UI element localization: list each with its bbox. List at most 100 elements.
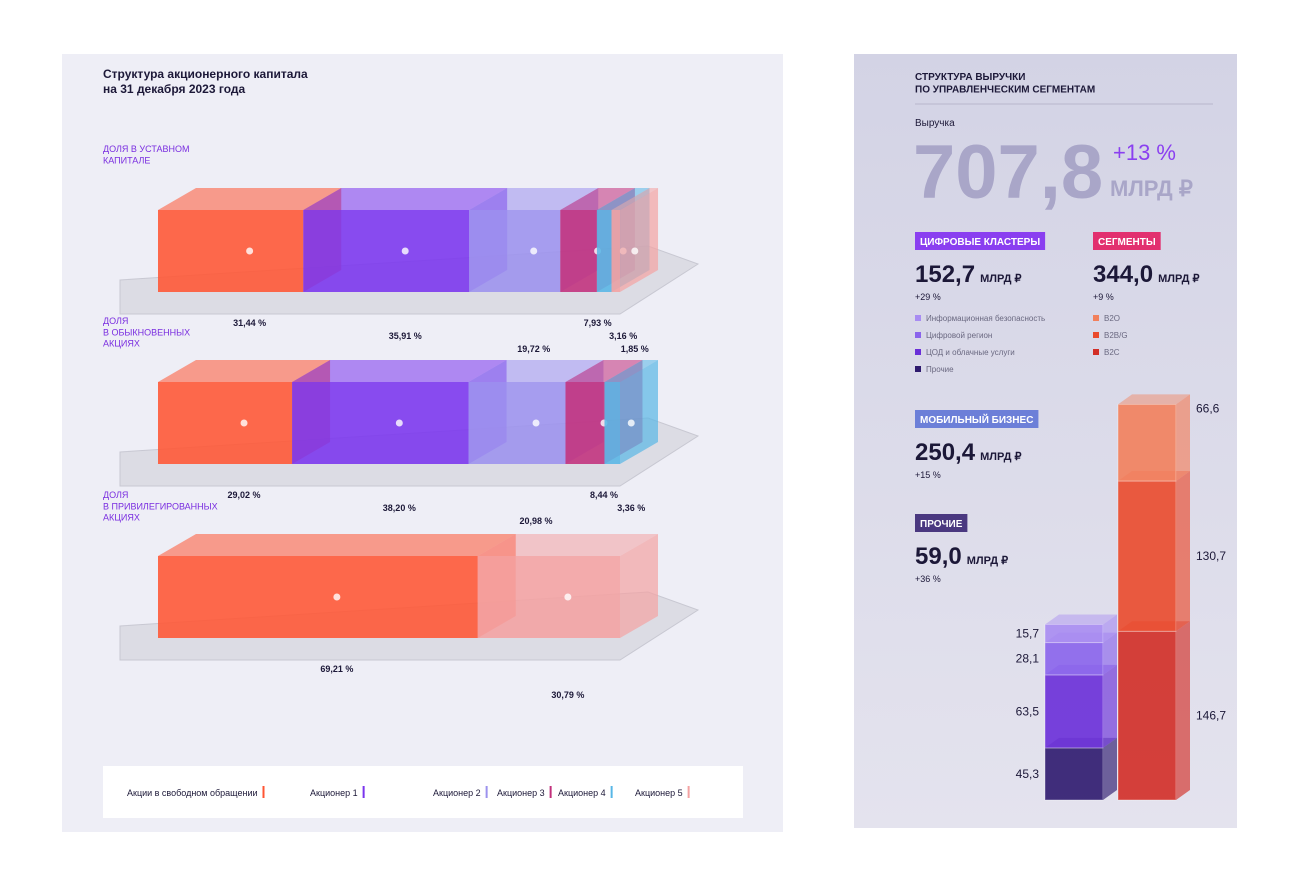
value-label: 8,44 % <box>590 490 618 500</box>
value-label: 66,6 <box>1196 401 1220 415</box>
panel-unit: МЛРД ₽ <box>967 555 1008 567</box>
segment-top <box>468 360 604 382</box>
segment-dot <box>395 419 403 427</box>
legend-label: Акционер 5 <box>635 788 683 798</box>
legend-swatch <box>915 332 921 338</box>
segment-side <box>1103 632 1117 675</box>
segment-front <box>292 382 469 464</box>
legend-swatch <box>1093 315 1099 321</box>
category-label: ДОЛЯ В ОБЫКНОВЕННЫХ АКЦИЯХ <box>103 316 190 349</box>
legend-label: Акционер 3 <box>497 788 545 798</box>
badge <box>1093 232 1161 250</box>
column-segment <box>1044 614 1117 644</box>
legend-label: Прочие <box>926 365 954 374</box>
value-label: 31,44 % <box>233 318 266 328</box>
legend-swatch <box>915 366 921 372</box>
badge-label: СЕГМЕНТЫ <box>1098 237 1156 248</box>
legend-label: B2B/G <box>1104 331 1128 340</box>
value-label: 29,02 % <box>228 490 261 500</box>
segment-front <box>158 210 304 292</box>
segment-front <box>1044 642 1104 676</box>
segment-side <box>620 534 658 638</box>
value-label: 3,36 % <box>617 503 645 513</box>
legend-swatch <box>1093 332 1099 338</box>
segment-front <box>303 210 470 292</box>
panel-value: 152,7 <box>915 261 975 288</box>
panel-growth: +15 % <box>915 470 941 480</box>
segment-dot <box>532 419 540 427</box>
badge-label: ПРОЧИЕ <box>920 519 963 530</box>
segment-side <box>1103 614 1117 643</box>
segment-front <box>477 556 620 638</box>
legend-label: Информационная безопасность <box>926 314 1045 323</box>
value-label: 38,20 % <box>383 503 416 513</box>
segment-top <box>158 534 516 556</box>
panel-value: 59,0 <box>915 543 962 570</box>
segment-front <box>1117 630 1177 801</box>
segment-side <box>1176 470 1190 632</box>
column-segment <box>1117 394 1190 482</box>
legend-label: B2C <box>1104 348 1120 357</box>
segment-top <box>158 188 342 210</box>
legend-label: Акционер 2 <box>433 788 481 798</box>
segment-front <box>1117 480 1177 632</box>
legend-swatch <box>485 786 488 798</box>
value-label: 19,72 % <box>517 344 550 354</box>
legend-swatch <box>687 786 690 798</box>
value-label: 146,7 <box>1196 709 1226 723</box>
panel-unit: МЛРД ₽ <box>980 273 1021 285</box>
segment-top <box>469 188 599 210</box>
segment-dot <box>240 419 248 427</box>
value-label: 28,1 <box>1016 652 1040 666</box>
legend-swatch <box>1093 349 1099 355</box>
segment-dot <box>627 419 635 427</box>
panel-growth: +29 % <box>915 292 941 302</box>
segment-front <box>596 210 612 292</box>
column-segment <box>1044 664 1117 749</box>
segment-dot <box>401 247 409 255</box>
segment-dot <box>564 593 572 601</box>
badge <box>915 410 1039 428</box>
legend-label: B2O <box>1104 314 1120 323</box>
bar-segment <box>604 360 658 464</box>
revenue-label: Выручка <box>915 118 955 129</box>
category-label: ДОЛЯ В ПРИВИЛЕГИРОВАННЫХ АКЦИЯХ <box>103 490 218 523</box>
legend-swatch <box>362 786 365 798</box>
left-title: Структура акционерного капитала на 31 дек… <box>103 67 308 96</box>
bar-segment <box>611 188 659 292</box>
segment-front <box>565 382 605 464</box>
bar-segment <box>477 534 658 638</box>
badge-label: ЦИФРОВЫЕ КЛАСТЕРЫ <box>920 237 1040 248</box>
badge <box>915 514 968 532</box>
legend-label: Акции в свободном обращении <box>127 788 258 798</box>
segment-front <box>1044 674 1104 749</box>
segment-side <box>620 360 658 464</box>
segment-top <box>604 360 658 382</box>
segment-front <box>469 210 561 292</box>
segment-top <box>292 360 507 382</box>
value-label: 3,16 % <box>609 331 637 341</box>
legend-band <box>103 766 743 818</box>
segment-front <box>468 382 566 464</box>
category-label: ДОЛЯ В УСТАВНОМ КАПИТАЛЕ <box>103 144 190 165</box>
value-label: 63,5 <box>1016 704 1040 718</box>
segment-top <box>303 188 508 210</box>
legend-label: Цифровой регион <box>926 331 992 340</box>
segment-top <box>158 360 331 382</box>
legend-label: Акционер 1 <box>310 788 358 798</box>
segment-side <box>620 188 659 292</box>
value-label: 69,21 % <box>320 664 353 674</box>
value-label: 7,93 % <box>584 318 612 328</box>
badge <box>915 232 1046 250</box>
segment-side <box>1103 664 1117 748</box>
revenue-growth: +13 % <box>1113 140 1176 165</box>
segment-side <box>1176 621 1190 800</box>
segment-top <box>596 188 650 210</box>
segment-top <box>1045 614 1117 625</box>
segment-front <box>158 556 478 638</box>
panel-growth: +9 % <box>1093 292 1114 302</box>
value-label: 35,91 % <box>389 331 422 341</box>
segment-front <box>560 210 597 292</box>
segment-front <box>604 382 620 464</box>
